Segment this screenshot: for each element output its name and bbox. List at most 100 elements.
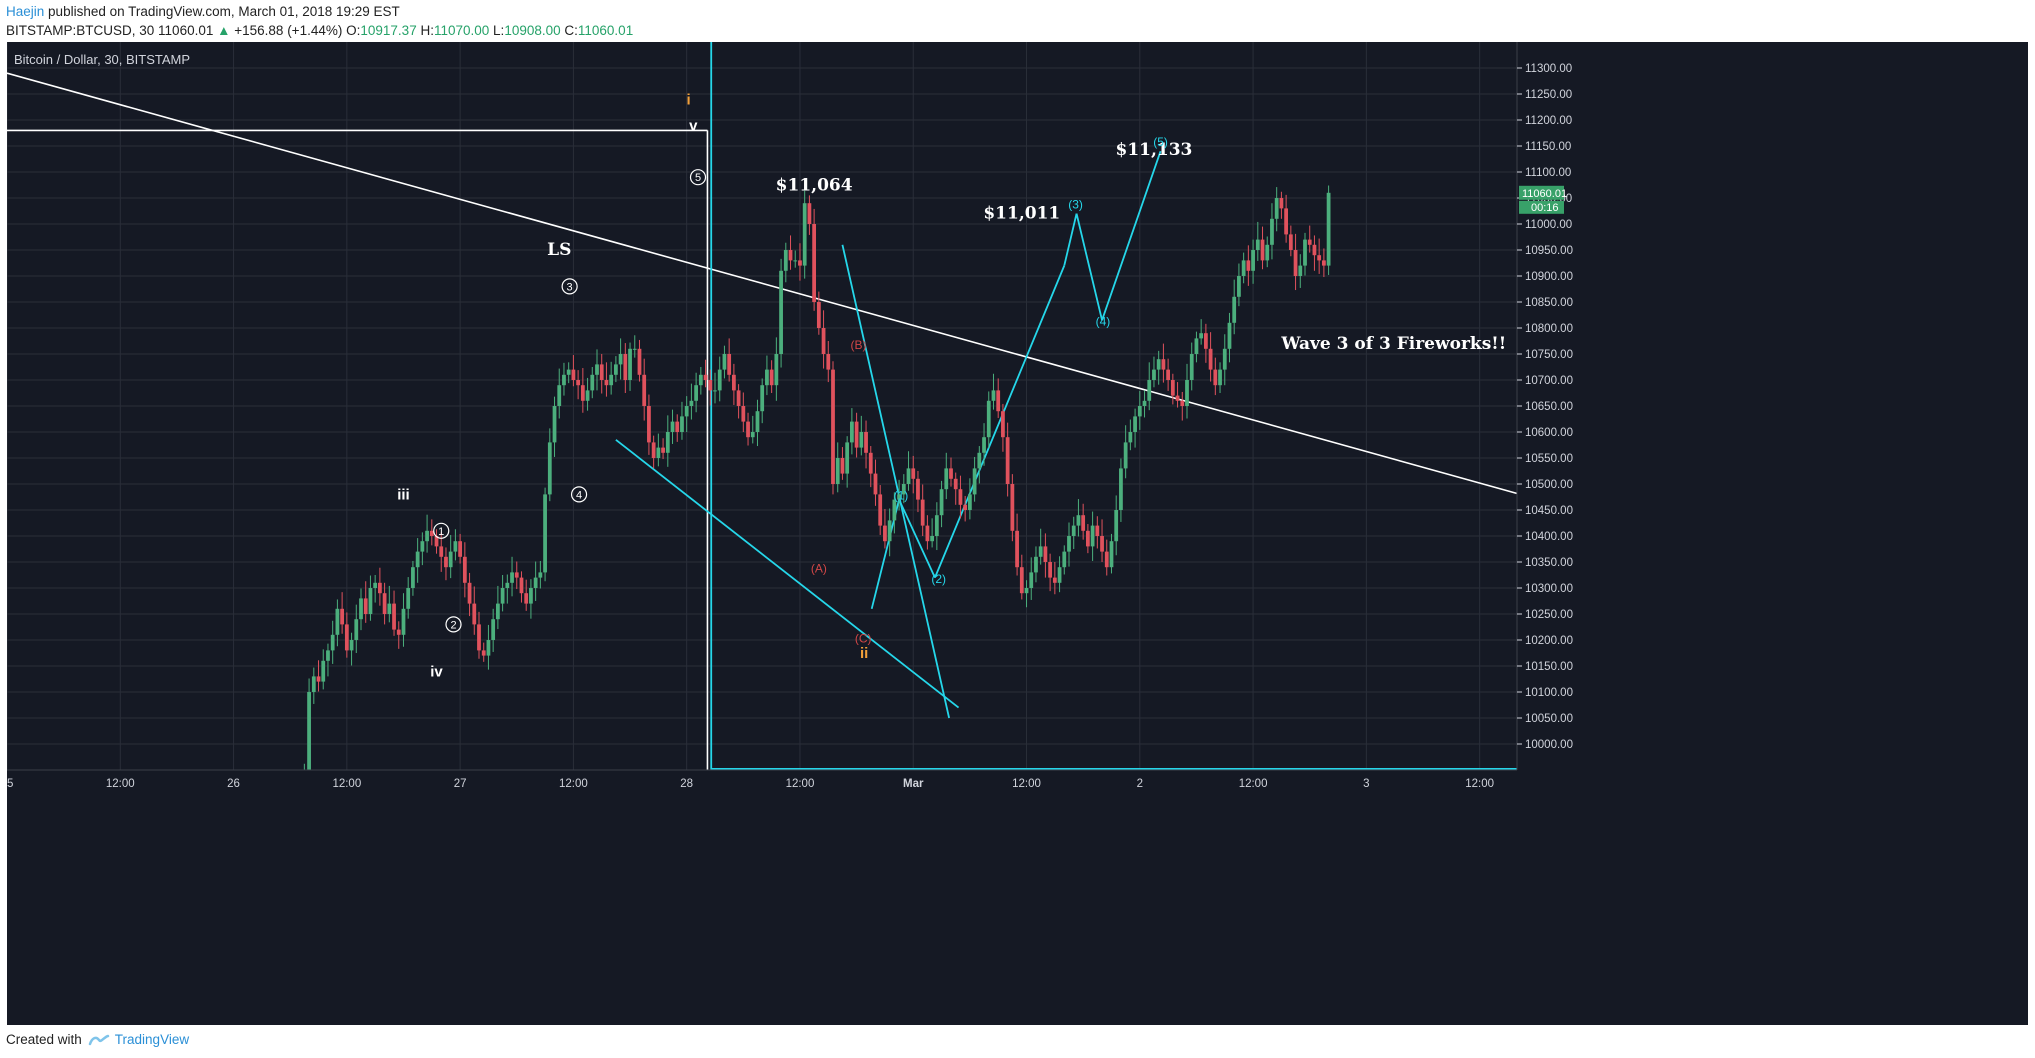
candle-body (689, 400, 694, 406)
author-link[interactable]: Haejin (6, 4, 45, 19)
last-price: 11060.01 (158, 23, 214, 38)
candle-body (694, 385, 699, 401)
candle-body (335, 608, 340, 635)
wave-annotations: $11,064 $11,011 $11,133 LS Wave 3 of 3 Firew… (397, 91, 1506, 680)
tradingview-link[interactable]: TradingView (88, 1032, 189, 1047)
candle-body (906, 468, 911, 484)
price-tick-label: 10350.00 (1525, 557, 1573, 569)
candle-body (500, 588, 505, 604)
candle-body (1001, 411, 1005, 438)
time-tick-label: 27 (454, 778, 467, 790)
candle-body (849, 421, 854, 443)
price-tick-label: 10500.00 (1525, 479, 1573, 491)
candle-body (920, 499, 925, 526)
candle-body (1062, 551, 1067, 568)
candle-body (642, 374, 647, 406)
candle-body (1321, 260, 1326, 266)
price-tick-label: 10200.00 (1525, 635, 1573, 647)
circled-wave-marker (445, 616, 462, 633)
candle-body (930, 536, 935, 542)
candle-body (1208, 348, 1213, 370)
candle-body (1232, 296, 1237, 323)
candle-body (1293, 250, 1298, 276)
candle-body (1043, 546, 1048, 562)
candle-body (963, 504, 968, 510)
wave-label: $11,133 (1116, 140, 1193, 160)
candle-body (1255, 239, 1260, 250)
candle-body (769, 369, 774, 386)
candle-body (722, 354, 727, 370)
time-axis[interactable]: 25 12:00 26 12:00 27 12:00 28 12:00 Mar 12:00 2 12:… (7, 769, 2028, 1025)
price-tick-label: 10750.00 (1525, 349, 1573, 361)
candle-body (458, 541, 463, 557)
candle-body (1081, 515, 1086, 531)
candle-body (835, 458, 840, 484)
price-tick-label: 10650.00 (1525, 401, 1573, 413)
candle-body (505, 582, 510, 588)
price-tick-label: 10800.00 (1525, 323, 1573, 335)
price-chart[interactable]: $11,064 $11,011 $11,133 LS Wave 3 of 3 Firew… (7, 42, 2028, 1025)
candle-body (477, 624, 481, 651)
up-arrow-icon: ▲ (217, 23, 231, 38)
candle-body (599, 364, 604, 380)
candle-body (576, 380, 581, 386)
candle-body (760, 385, 765, 412)
wave-label: ii (860, 645, 868, 662)
wave-label: (2) (931, 572, 946, 586)
candle-body (816, 302, 821, 328)
candle-body (529, 588, 533, 604)
candle-body (698, 374, 703, 386)
timer-badge (1519, 200, 1564, 214)
candle-body (901, 484, 906, 495)
candle-body (826, 354, 831, 370)
candle-body (793, 260, 798, 262)
candle-body (647, 406, 651, 443)
candle-body (1057, 567, 1062, 583)
candle-body (396, 629, 401, 635)
candle-body (623, 354, 628, 380)
wave-label: (4) (1096, 314, 1111, 328)
low-value: 10908.00 (504, 23, 561, 38)
drawing-wedge-lower (615, 439, 960, 709)
time-tick-label: 25 (7, 778, 13, 790)
candle-body (1114, 510, 1119, 542)
candle-body (996, 390, 1001, 412)
chart-area[interactable]: $11,064 $11,011 $11,133 LS Wave 3 of 3 Firew… (7, 42, 2028, 1025)
candle-body (1015, 530, 1019, 568)
time-tick-label: 2 (1137, 778, 1143, 790)
candle-body (571, 369, 576, 380)
candle-body (774, 354, 779, 386)
candle-body (595, 364, 599, 375)
candle-body (1185, 380, 1189, 406)
candle-body (448, 551, 453, 568)
candle-body (590, 374, 595, 391)
candle-body (873, 473, 878, 495)
candle-body (656, 447, 661, 458)
wave-label: (1) (894, 489, 909, 503)
candle-body (703, 374, 708, 380)
candle-body (373, 582, 378, 588)
circled-wave-number: 4 (576, 489, 582, 501)
candle-body (307, 692, 311, 770)
price-tick-label: 10100.00 (1525, 687, 1573, 699)
candle-body (1090, 525, 1095, 547)
candle-body (632, 348, 637, 350)
price-tick-label: 10250.00 (1525, 609, 1573, 621)
candle-body (481, 650, 486, 656)
candle-body (1161, 359, 1166, 370)
tradingview-logo-icon (88, 1034, 110, 1045)
candle-body (533, 577, 538, 588)
price-tick-label: 10050.00 (1525, 713, 1573, 725)
candle-body (675, 421, 680, 432)
candle-body (1303, 239, 1307, 266)
candle-body (831, 369, 835, 484)
candle-body (1237, 276, 1241, 297)
price-tick-label: 10450.00 (1525, 505, 1573, 517)
candle-body (717, 369, 722, 391)
candle-body (977, 452, 982, 469)
candle-body (708, 380, 713, 391)
price-tick-label: 11000.00 (1525, 219, 1572, 231)
candle-body (892, 499, 897, 521)
low-label: L: (493, 23, 505, 38)
drawing-support-line (934, 265, 1066, 578)
